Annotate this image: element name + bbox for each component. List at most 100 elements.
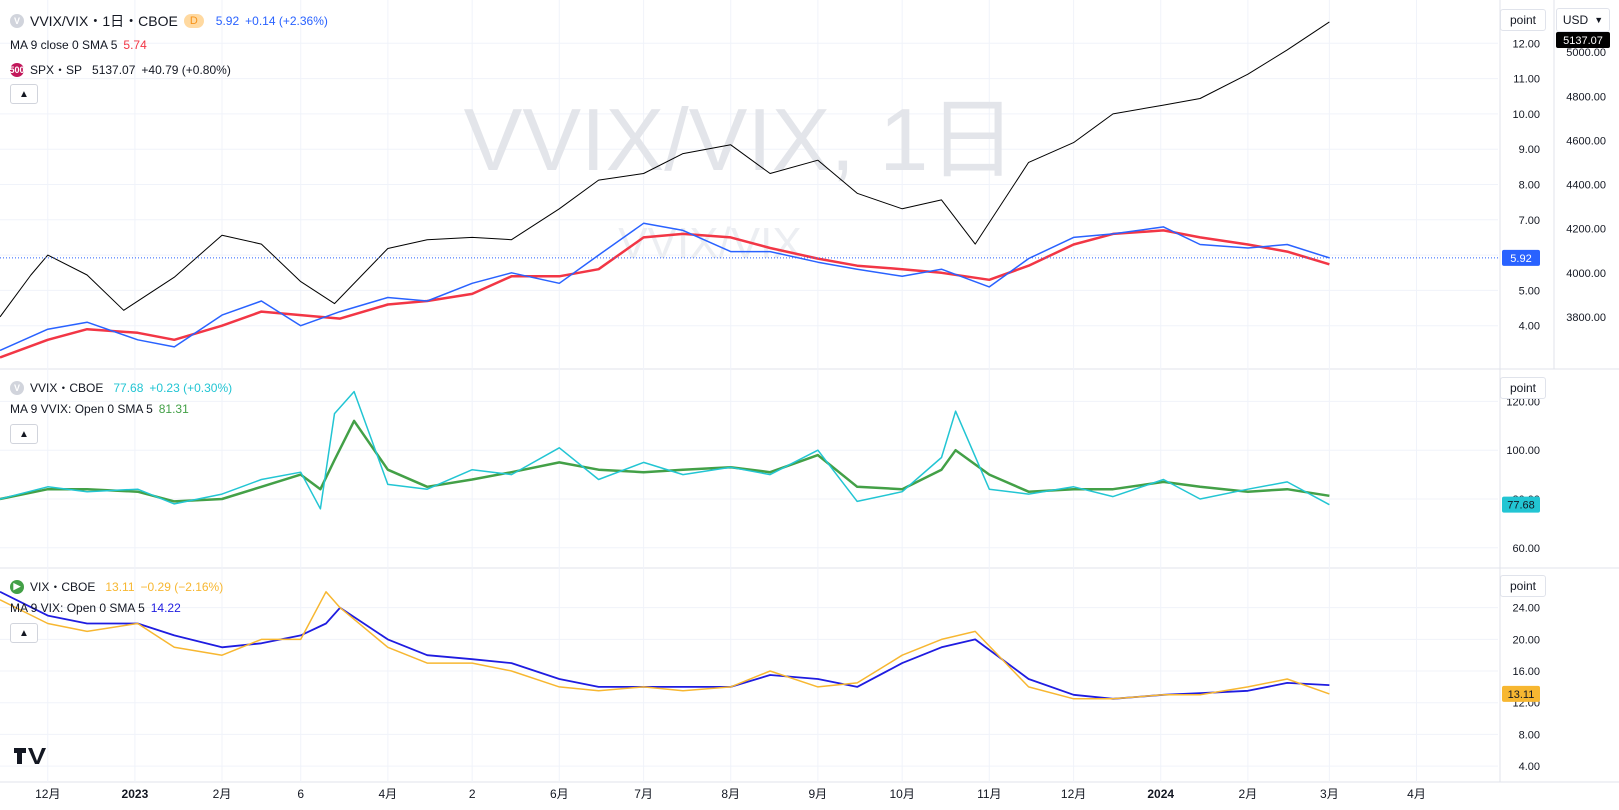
price-axis-label: 20.00 [1512, 634, 1540, 646]
ma-legend[interactable]: MA 9 close 0 SMA 5 5.74 [10, 38, 147, 52]
time-axis-label: 7月 [634, 787, 653, 801]
price-axis-label: 8.00 [1519, 729, 1540, 741]
time-axis-label: 6月 [550, 787, 569, 801]
watermark-subtext: VVIX/VIX [618, 219, 801, 268]
time-axis-label: 6 [297, 787, 304, 801]
overlay-axis-label: 5000.00 [1566, 47, 1606, 59]
time-axis-label: 4月 [379, 787, 398, 801]
vvix-line [0, 390, 1330, 510]
chevron-up-icon: ▲ [19, 88, 29, 100]
time-axis-label: 9月 [809, 787, 828, 801]
overlay-axis-label: 4200.00 [1566, 224, 1606, 236]
time-axis-label: 11月 [977, 787, 1001, 801]
spx-price-label: 5137.07 [1556, 32, 1610, 48]
ma-value: 5.74 [123, 38, 147, 52]
vvix-last: 77.68 [113, 380, 144, 395]
time-axis-label: 8月 [721, 787, 740, 801]
currency-label: USD [1562, 13, 1589, 27]
price-axis-label: 60.00 [1512, 543, 1540, 555]
overlay-legend[interactable]: 500 SPX・SP 5137.07 +40.79 (+0.80%) [9, 61, 231, 78]
vvix-price-label: 77.68 [1502, 496, 1540, 513]
price-axis-label: 100.00 [1506, 445, 1540, 457]
overlay-label: SPX・SP [30, 63, 83, 77]
vvix-ma-line [0, 419, 1330, 503]
vvix-ma-value: 81.31 [158, 402, 189, 416]
overlay-axis-label: 4600.00 [1566, 135, 1606, 147]
collapse-vix-legend-button[interactable]: ▲ [10, 623, 38, 643]
watermark-text: VVIX/VIX, 1日 [464, 90, 1017, 189]
time-axis-label: 2 [469, 787, 476, 801]
vix-symbol[interactable]: VIX・CBOE [30, 580, 96, 594]
vix-ma-label: MA 9 VIX: Open 0 SMA 5 [10, 601, 145, 615]
tradingview-logo-icon[interactable] [14, 748, 46, 766]
vix-change: −0.29 (−2.16%) [140, 579, 224, 594]
vix-ma-legend[interactable]: MA 9 VIX: Open 0 SMA 5 14.22 [10, 601, 181, 615]
price-axis-label: 9.00 [1519, 144, 1540, 156]
ratio-line [0, 222, 1330, 352]
overlay-axis-label: 4400.00 [1566, 180, 1606, 192]
vix-logo-icon: ▶ [10, 579, 24, 594]
vvix-change: +0.23 (+0.30%) [149, 380, 233, 395]
ratio-price-label: 5.92 [1502, 249, 1540, 266]
vvix-scale-mode-button[interactable]: point [1500, 377, 1546, 399]
market-status-badge[interactable]: D [183, 14, 204, 28]
ratio-ma-line [0, 229, 1330, 359]
price-axis-label: 24.00 [1512, 603, 1540, 615]
ratio-price-label-text: 5.92 [1510, 253, 1531, 265]
spx-price-label-bg [1556, 32, 1610, 48]
chevron-up-icon: ▲ [19, 428, 29, 440]
price-axis-label: 4.00 [1519, 761, 1540, 773]
overlay-axis-label: 4800.00 [1566, 91, 1606, 103]
vix-ma-value: 14.22 [150, 601, 181, 615]
price-axis-label: 120.00 [1506, 396, 1540, 408]
chevron-up-icon: ▲ [19, 627, 29, 639]
overlay-axis-label: 4000.00 [1566, 268, 1606, 280]
price-axis-label: 7.00 [1519, 215, 1540, 227]
overlay-change: +40.79 (+0.80%) [141, 62, 231, 77]
currency-select[interactable]: USD ▼ [1556, 8, 1610, 32]
time-axis-label: 3月 [1320, 787, 1339, 801]
vvix-ma-label: MA 9 VVIX: Open 0 SMA 5 [10, 402, 153, 416]
price-axis-label: 16.00 [1512, 666, 1540, 678]
spx-line [0, 21, 1330, 318]
spx-price-label-text: 5137.07 [1563, 35, 1603, 47]
vvix-symbol[interactable]: VVIX・CBOE [30, 381, 104, 395]
vix-scale-mode-button[interactable]: point [1500, 575, 1546, 597]
price-axis-label: 11.00 [1513, 74, 1540, 86]
spx-logo-icon: 500 [9, 62, 25, 77]
time-axis-label: 4月 [1407, 787, 1426, 801]
overlay-axis-label: 3800.00 [1566, 312, 1606, 324]
vix-legend: ▶ VIX・CBOE 13.11 −0.29 (−2.16%) [10, 578, 223, 595]
vvix-ma-legend[interactable]: MA 9 VVIX: Open 0 SMA 5 81.31 [10, 402, 189, 416]
vix-last: 13.11 [105, 579, 135, 594]
vix-price-label: 13.11 [1502, 685, 1540, 702]
main-legend: V VVIX/VIX・1日・CBOE D 5.92 +0.14 (+2.36%) [10, 11, 328, 31]
vvix-logo-icon: V [10, 380, 24, 395]
vix-price-label-bg [1502, 685, 1540, 702]
time-axis-label: 2024 [1147, 787, 1174, 801]
main-last-value: 5.92 [215, 14, 240, 28]
ratio-price-label-bg [1502, 249, 1540, 266]
vvix-price-label-text: 77.68 [1507, 500, 1535, 512]
time-axis-label: 2月 [1239, 787, 1258, 801]
price-axis-label: 12.00 [1512, 38, 1540, 50]
main-change-value: +0.14 (+2.36%) [245, 14, 328, 28]
chevron-down-icon: ▼ [1594, 15, 1604, 25]
price-scale-mode-button[interactable]: point [1500, 9, 1546, 31]
ma-label: MA 9 close 0 SMA 5 [10, 38, 118, 52]
price-axis-label: 10.00 [1512, 109, 1540, 121]
overlay-last: 5137.07 [92, 62, 136, 77]
symbol-logo-icon: V [10, 14, 24, 28]
vvix-price-label-bg [1502, 496, 1540, 513]
collapse-legend-button[interactable]: ▲ [10, 84, 38, 104]
time-axis-label: 10月 [889, 787, 914, 801]
price-axis-label: 4.00 [1519, 321, 1540, 333]
main-symbol-title[interactable]: VVIX/VIX・1日・CBOE [30, 13, 178, 29]
collapse-vvix-legend-button[interactable]: ▲ [10, 424, 38, 444]
vvix-legend: V VVIX・CBOE 77.68 +0.23 (+0.30%) [10, 379, 232, 396]
price-axis-label: 5.00 [1519, 285, 1540, 297]
price-axis-label: 8.00 [1519, 180, 1540, 192]
time-axis-label: 2023 [122, 787, 149, 801]
